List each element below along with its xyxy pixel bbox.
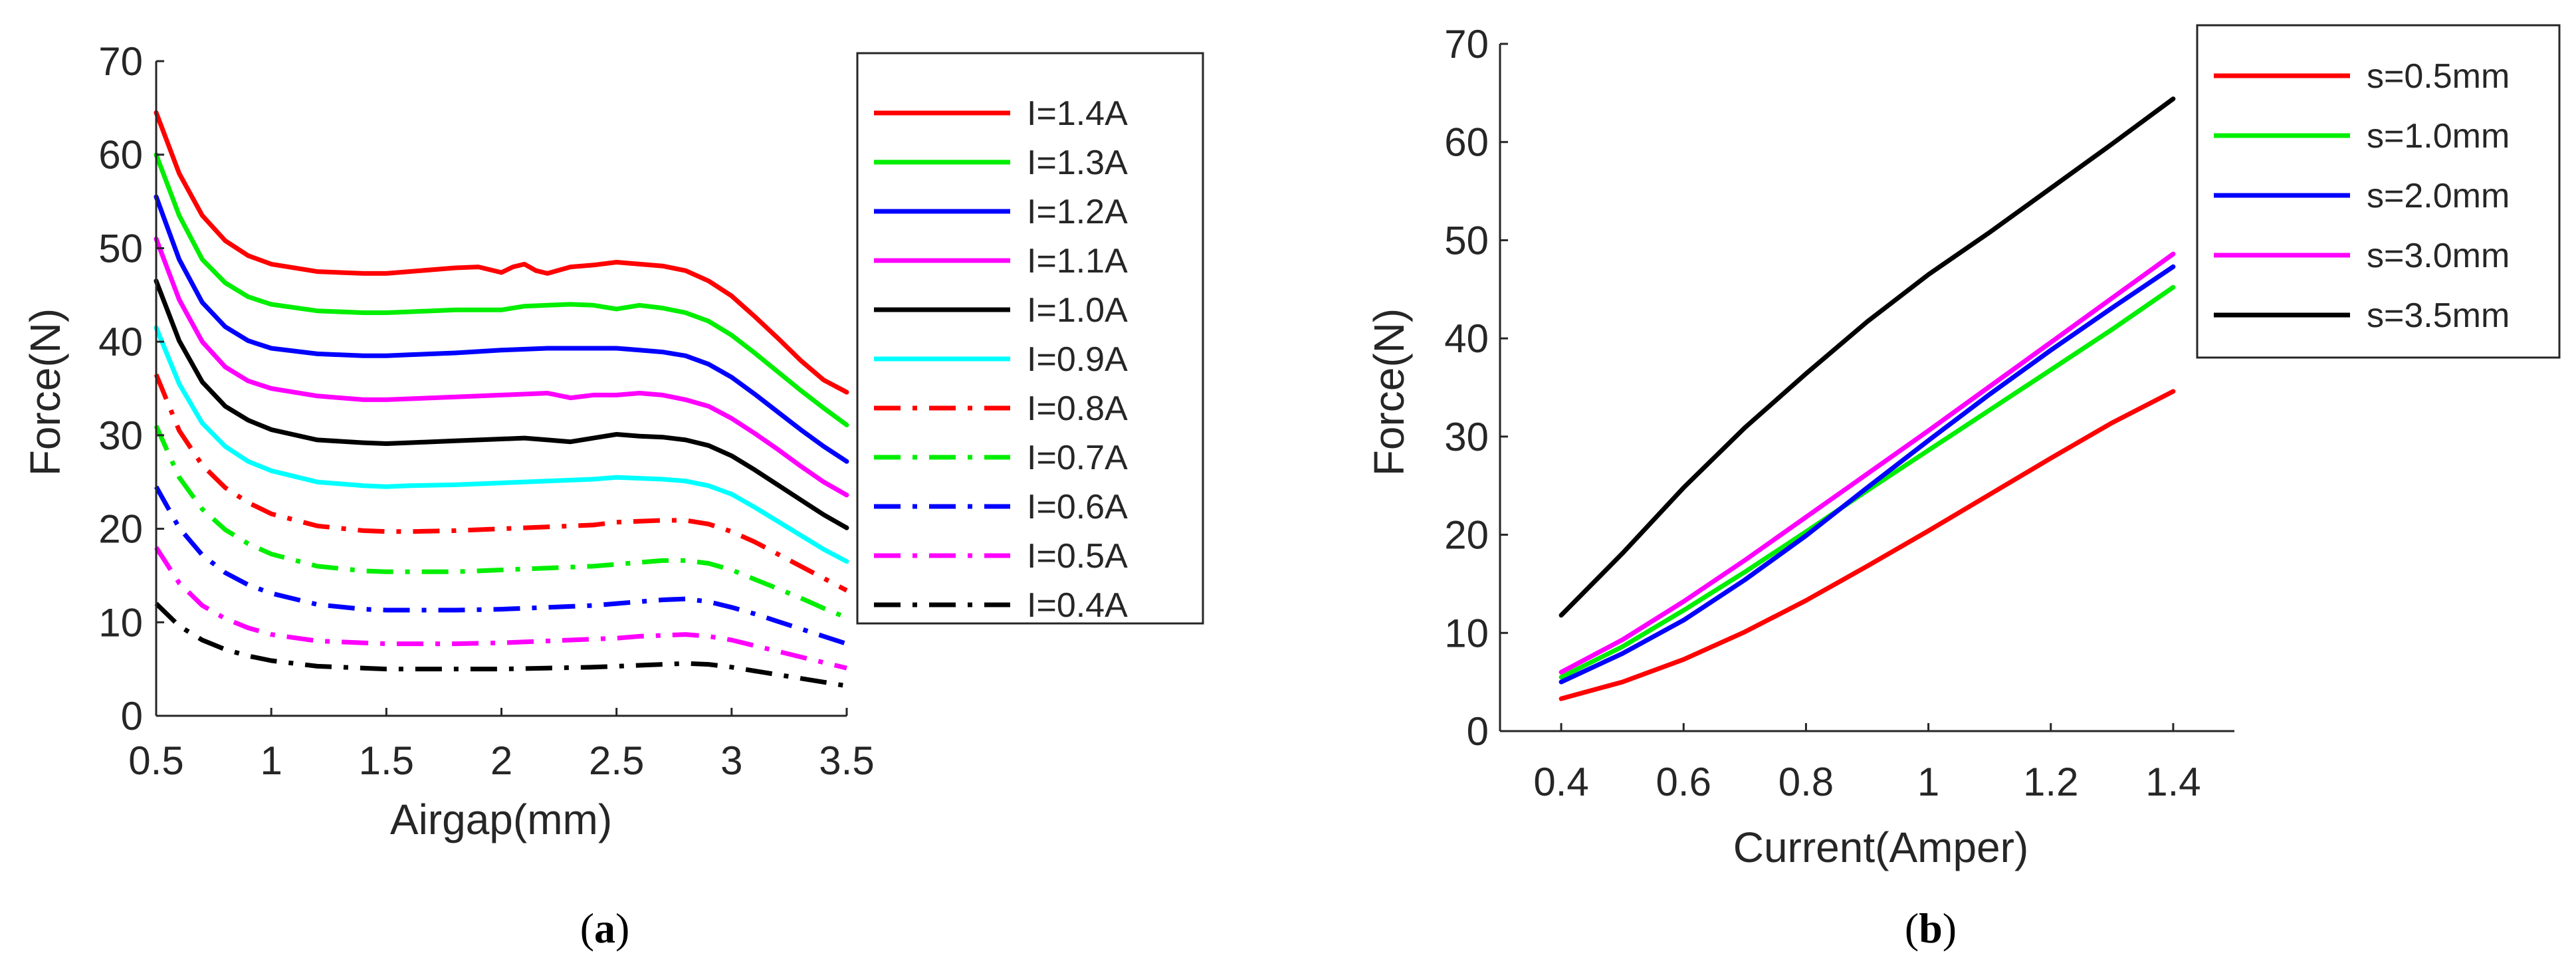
- legend-label-a: I=0.7A: [1027, 439, 1128, 477]
- series-line-a-I1_0A: [154, 278, 849, 530]
- series-line-b-s0_5mm: [1558, 389, 2176, 701]
- panel-label-a: (a): [580, 905, 630, 952]
- x-tick-label-a: 0.5: [128, 738, 183, 783]
- legend-label-b: s=1.0mm: [2367, 117, 2510, 156]
- y-tick-label-a: 70: [98, 39, 143, 84]
- x-tick-label-a: 3: [720, 738, 742, 783]
- x-tick-label-b: 0.6: [1656, 760, 1711, 804]
- legend-label-a: I=0.4A: [1027, 586, 1128, 625]
- panel-label-b-letter: b: [1919, 905, 1943, 952]
- x-tick-label-a: 3.5: [819, 738, 874, 783]
- x-tick-label-b: 1.4: [2145, 760, 2200, 804]
- x-tick-label-b: 0.8: [1778, 760, 1834, 804]
- axes-a: 0 10 20 30 40 50 60 70 0.5 1 1.5 2 2.5 3 3.5: [98, 39, 874, 783]
- x-axis-label-a: Airgap(mm): [390, 796, 612, 843]
- y-tick-label-a: 50: [98, 226, 143, 271]
- legend-b: s=0.5mm s=1.0mm s=2.0mm s=3.0mm s=3.5mm: [2196, 24, 2561, 359]
- legend-label-a: I=1.3A: [1027, 144, 1128, 182]
- y-tick-label-b: 20: [1444, 513, 1489, 558]
- y-tick-label-a: 30: [98, 413, 143, 458]
- panel-label-b: (b): [1905, 905, 1957, 952]
- legend-label-a: I=1.1A: [1027, 242, 1128, 280]
- y-tick-label-b: 50: [1444, 218, 1489, 263]
- series-line-a-I0_6A: [154, 485, 848, 646]
- series-line-a-I0_9A: [154, 325, 849, 564]
- legend-label-b: s=0.5mm: [2367, 57, 2510, 96]
- series-line-a-I1_4A: [154, 110, 849, 395]
- series-line-a-I0_7A: [154, 425, 848, 620]
- legend-label-a: I=1.2A: [1027, 193, 1128, 231]
- series-line-a-I1_3A: [154, 152, 849, 427]
- x-tick-label-a: 2.5: [589, 738, 644, 783]
- legend-label-a: I=1.4A: [1027, 94, 1128, 133]
- x-tick-label-b: 1.2: [2023, 760, 2078, 804]
- x-tick-label-a: 2: [490, 738, 512, 783]
- y-tick-label-a: 60: [98, 133, 143, 177]
- series-line-a-I0_4A: [154, 601, 847, 689]
- panel-label-a-letter: a: [594, 905, 615, 952]
- x-tick-label-a: 1.5: [359, 738, 414, 783]
- x-axis-label-b: Current(Amper): [1733, 823, 2029, 871]
- y-tick-label-b: 70: [1444, 22, 1489, 66]
- y-tick-label-b: 0: [1467, 709, 1489, 754]
- legend-a: I=1.4A I=1.3A I=1.2A I=1.1A I=1.0A I=0.9A I=0.…: [856, 52, 1204, 625]
- legend-label-a: I=0.8A: [1027, 389, 1128, 428]
- legend-label-a: I=0.9A: [1027, 340, 1128, 379]
- legend-label-a: I=0.5A: [1027, 537, 1128, 576]
- legend-label-b: s=3.5mm: [2367, 296, 2510, 335]
- series-line-a-I1_1A: [154, 236, 849, 498]
- y-axis-label-a: Force(N): [21, 308, 69, 476]
- y-tick-label-b: 30: [1444, 415, 1489, 459]
- series-line-b-s3_0mm: [1558, 251, 2176, 675]
- y-axis-label-b: Force(N): [1365, 308, 1413, 476]
- legend-box-a: [856, 52, 1204, 625]
- y-tick-label-b: 40: [1444, 316, 1489, 361]
- y-tick-label-a: 0: [121, 694, 143, 738]
- legend-label-a: I=1.0A: [1027, 291, 1128, 330]
- legend-box-b: [2196, 24, 2561, 359]
- legend-label-b: s=2.0mm: [2367, 177, 2510, 215]
- series-line-a-I0_5A: [154, 546, 847, 671]
- y-tick-label-b: 60: [1444, 120, 1489, 165]
- series-line-b-s3_5mm: [1558, 96, 2176, 618]
- y-tick-label-a: 10: [98, 600, 143, 645]
- x-tick-label-a: 1: [260, 738, 282, 783]
- series-line-a-I0_8A: [154, 374, 848, 593]
- series-line-a-I1_2A: [154, 194, 849, 464]
- series-layer-a: [154, 110, 849, 689]
- legend-label-a: I=0.6A: [1027, 488, 1128, 526]
- x-tick-label-b: 1: [1917, 760, 1939, 804]
- y-tick-label-a: 40: [98, 320, 143, 364]
- series-line-b-s2_0mm: [1558, 264, 2176, 685]
- y-tick-label-b: 10: [1444, 611, 1489, 655]
- axes-b: 0 10 20 30 40 50 60 70 0.4 0.6 0.8 1 1.2 1.4: [1444, 22, 2234, 804]
- x-tick-label-b: 0.4: [1533, 760, 1588, 804]
- series-layer-b: [1558, 96, 2176, 701]
- legend-label-b: s=3.0mm: [2367, 237, 2510, 275]
- y-tick-label-a: 20: [98, 507, 143, 552]
